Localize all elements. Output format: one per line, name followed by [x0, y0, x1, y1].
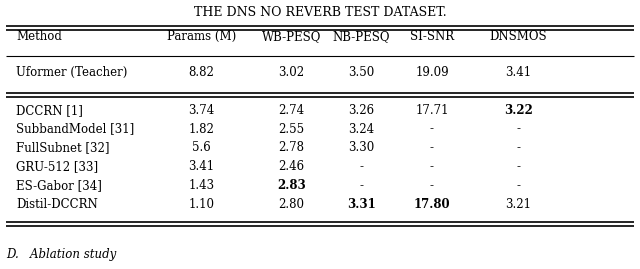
Text: WB-PESQ: WB-PESQ [262, 30, 321, 43]
Text: DNSMOS: DNSMOS [490, 30, 547, 43]
Text: 3.22: 3.22 [504, 104, 533, 117]
Text: 17.71: 17.71 [415, 104, 449, 117]
Text: 3.02: 3.02 [278, 66, 304, 79]
Text: -: - [430, 179, 434, 192]
Text: -: - [516, 179, 520, 192]
Text: 3.31: 3.31 [348, 198, 376, 211]
Text: -: - [516, 160, 520, 173]
Text: 3.21: 3.21 [506, 198, 531, 211]
Text: Uformer (Teacher): Uformer (Teacher) [16, 66, 127, 79]
Text: 2.55: 2.55 [278, 123, 304, 136]
Text: 8.82: 8.82 [189, 66, 214, 79]
Text: 2.78: 2.78 [278, 141, 304, 154]
Text: -: - [430, 160, 434, 173]
Text: -: - [516, 123, 520, 136]
Text: 3.30: 3.30 [348, 141, 375, 154]
Text: 3.26: 3.26 [349, 104, 374, 117]
Text: D.   Ablation study: D. Ablation study [6, 248, 116, 261]
Text: NB-PESQ: NB-PESQ [333, 30, 390, 43]
Text: 2.83: 2.83 [277, 179, 305, 192]
Text: GRU-512 [33]: GRU-512 [33] [16, 160, 98, 173]
Text: FullSubnet [32]: FullSubnet [32] [16, 141, 109, 154]
Text: 3.41: 3.41 [506, 66, 531, 79]
Text: SI-SNR: SI-SNR [410, 30, 454, 43]
Text: Distil-DCCRN: Distil-DCCRN [16, 198, 98, 211]
Text: 1.43: 1.43 [189, 179, 214, 192]
Text: 5.6: 5.6 [192, 141, 211, 154]
Text: -: - [360, 160, 364, 173]
Text: 1.10: 1.10 [189, 198, 214, 211]
Text: SubbandModel [31]: SubbandModel [31] [16, 123, 134, 136]
Text: -: - [516, 141, 520, 154]
Text: 3.24: 3.24 [349, 123, 374, 136]
Text: THE DNS NO REVERB TEST DATASET.: THE DNS NO REVERB TEST DATASET. [194, 6, 446, 19]
Text: Params (M): Params (M) [167, 30, 236, 43]
Text: 3.74: 3.74 [188, 104, 215, 117]
Text: 1.82: 1.82 [189, 123, 214, 136]
Text: 17.80: 17.80 [413, 198, 451, 211]
Text: 2.74: 2.74 [278, 104, 304, 117]
Text: DCCRN [1]: DCCRN [1] [16, 104, 83, 117]
Text: ES-Gabor [34]: ES-Gabor [34] [16, 179, 102, 192]
Text: 2.46: 2.46 [278, 160, 304, 173]
Text: 3.50: 3.50 [348, 66, 375, 79]
Text: Method: Method [16, 30, 62, 43]
Text: -: - [360, 179, 364, 192]
Text: 3.41: 3.41 [189, 160, 214, 173]
Text: 19.09: 19.09 [415, 66, 449, 79]
Text: 2.80: 2.80 [278, 198, 304, 211]
Text: -: - [430, 141, 434, 154]
Text: -: - [430, 123, 434, 136]
